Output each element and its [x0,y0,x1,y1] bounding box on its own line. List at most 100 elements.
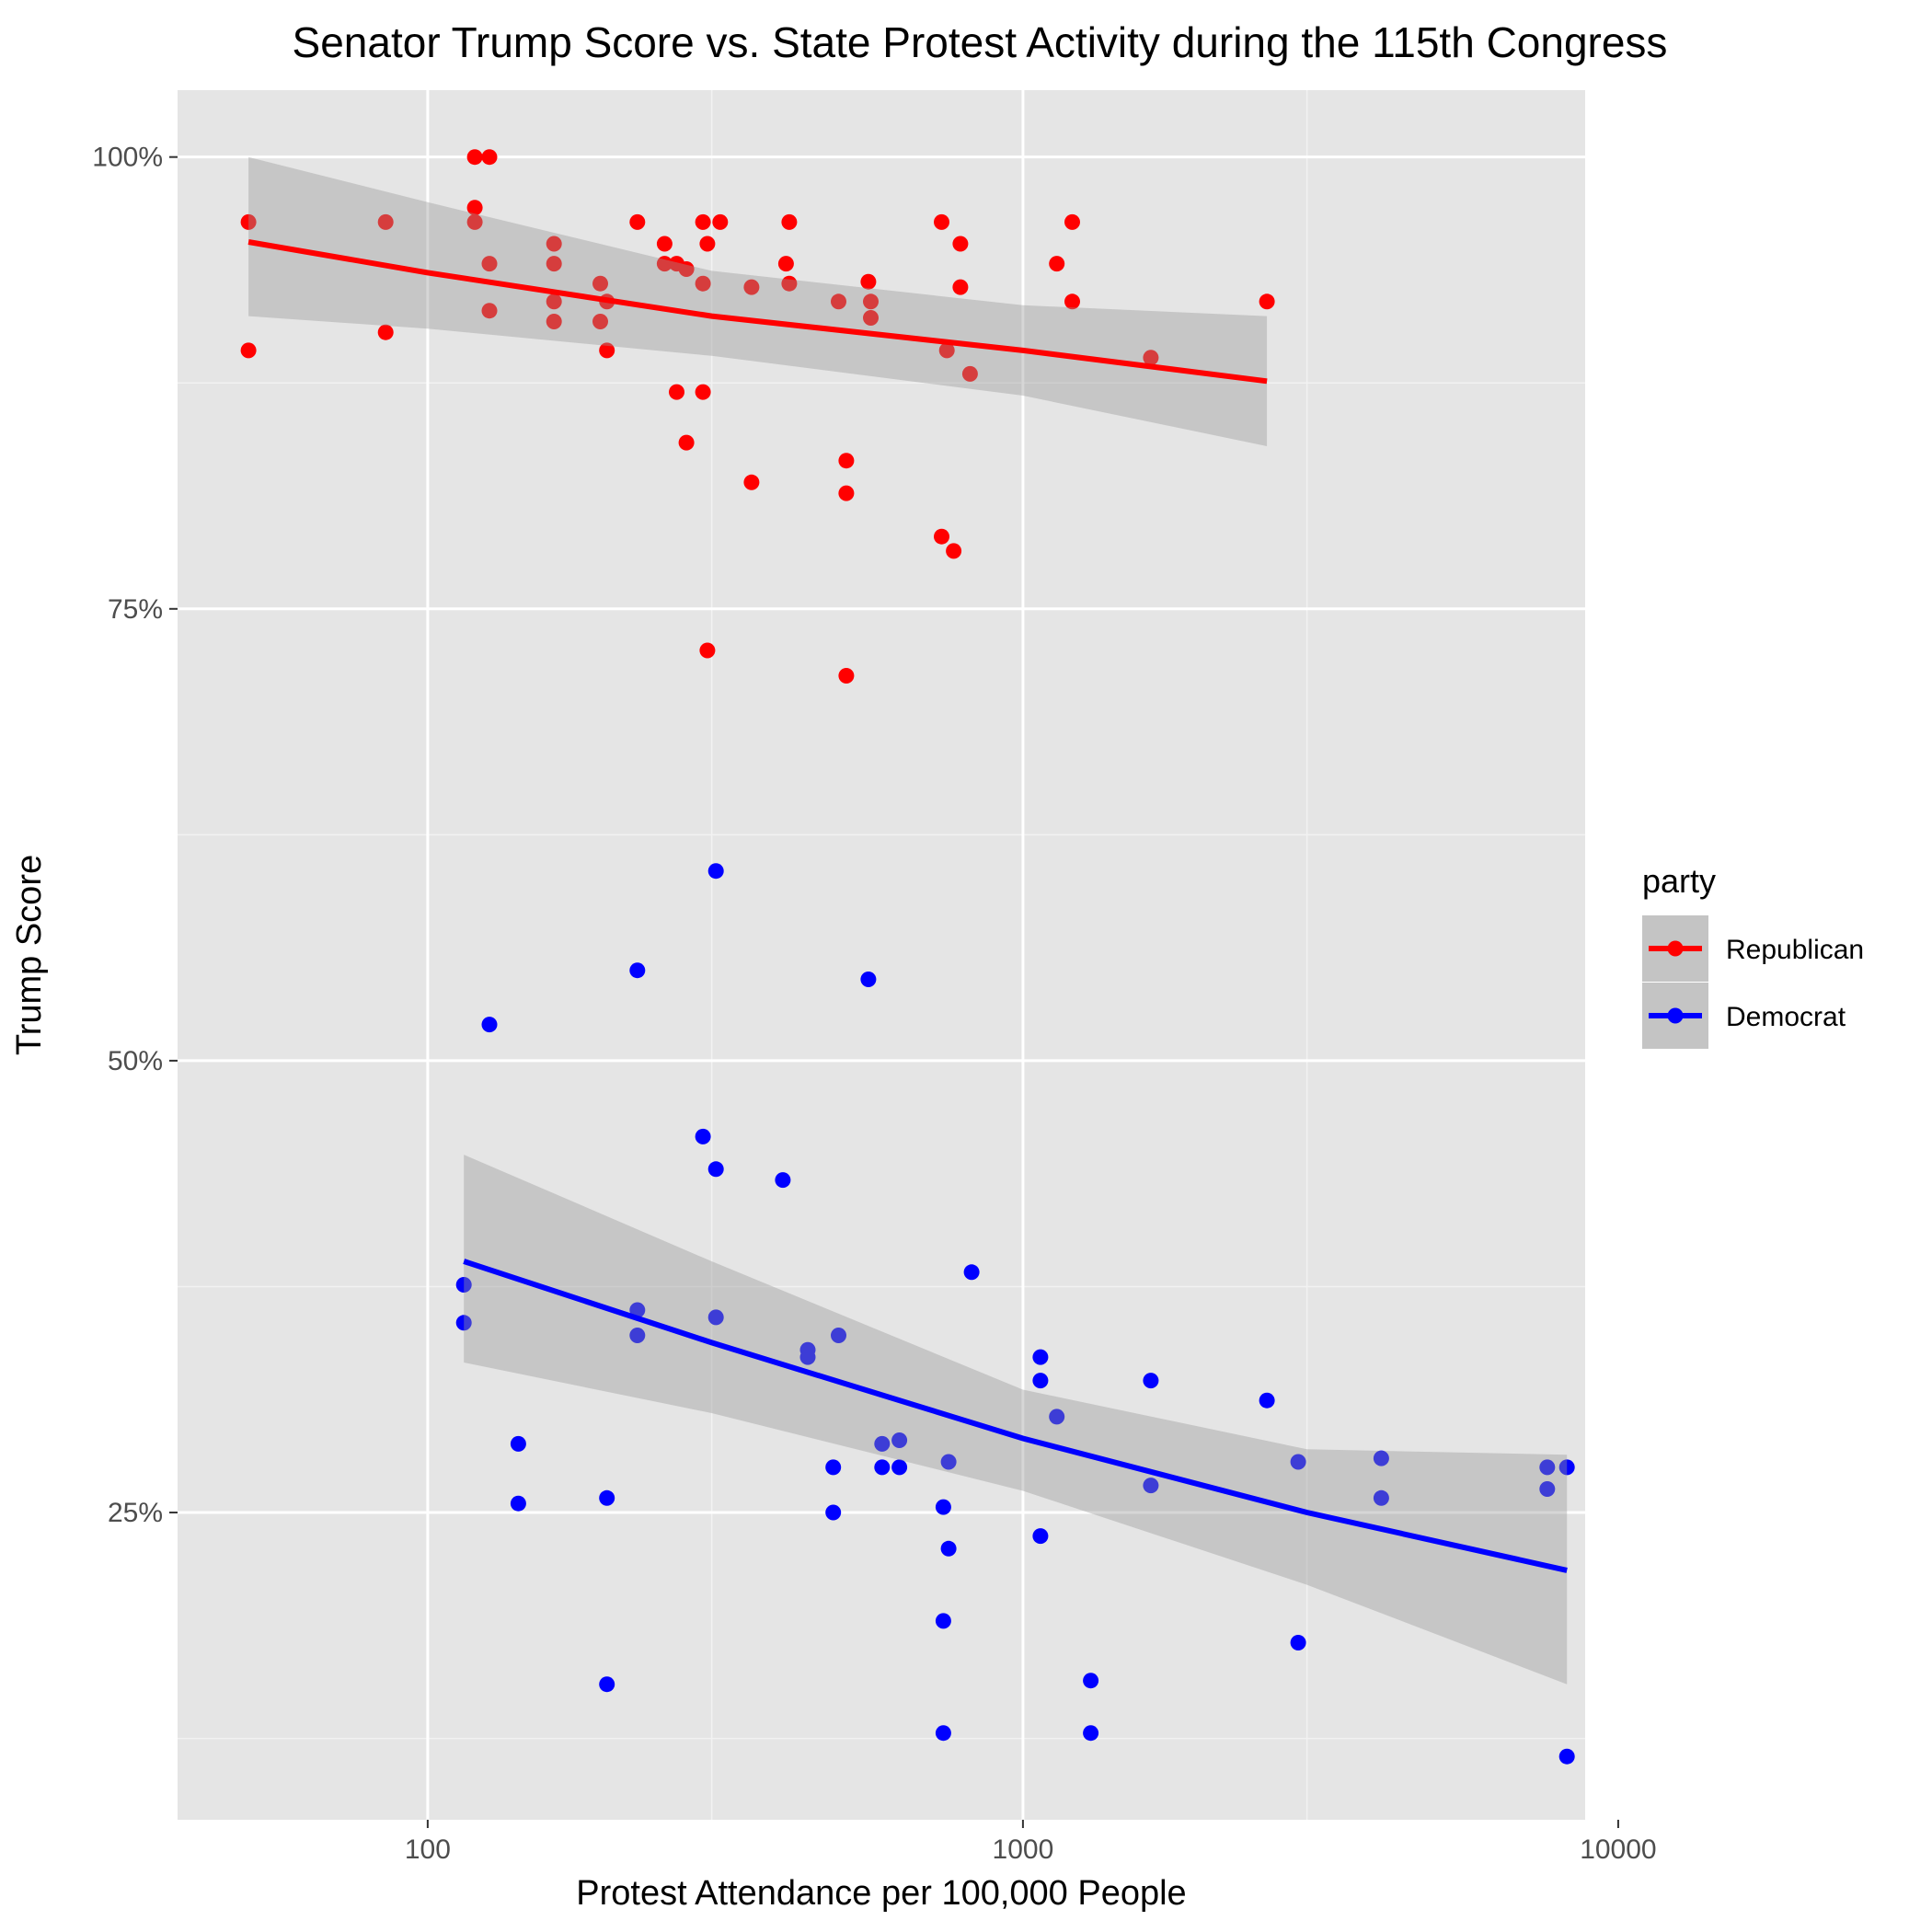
y-tick-label: 25% [108,1498,163,1528]
republican-point [466,213,483,230]
republican-point [481,256,498,272]
republican-point [656,236,673,252]
democrat-point [775,1172,791,1189]
democrat-point [1290,1635,1306,1650]
democrat-point [455,1277,472,1293]
republican-point [831,293,846,310]
democrat-point [1290,1454,1306,1470]
republican-point [669,384,684,400]
republican-point [712,213,729,230]
democrat-point [510,1495,526,1512]
democrat-point [891,1432,908,1448]
democrat-point [935,1613,951,1629]
republican-confidence-band [248,156,1268,446]
republican-point [952,236,969,252]
democrat-point [860,972,877,987]
y-tick-label: 75% [108,594,163,625]
democrat-point [1083,1725,1099,1742]
republican-point [838,453,855,469]
democrat-point [707,863,724,880]
democrat-point [825,1459,842,1476]
republican-point [699,236,716,252]
republican-point [546,236,562,252]
republican-point [592,275,608,292]
republican-point [629,213,646,230]
republican-point [860,273,877,290]
republican-point [1064,293,1080,310]
republican-point [863,310,879,326]
republican-point [934,528,949,545]
republican-point [240,342,257,359]
democrat-point [1539,1481,1556,1497]
democrat-point [1143,1478,1159,1494]
republican-point [952,279,969,295]
democrat-point [799,1349,816,1365]
democrat-point [510,1435,526,1452]
plot-panel [178,90,1585,1820]
chart-title: Senator Trump Score vs. State Protest Ac… [293,18,1668,66]
republican-point [695,213,711,230]
x-axis-ticks: 100 1000 10000 [405,1820,1657,1865]
republican-point [838,485,855,501]
republican-point [546,314,562,329]
democrat-point [935,1499,951,1515]
democrat-point [1558,1459,1575,1476]
republican-point [777,256,794,272]
democrat-point [831,1328,846,1343]
democrat-point [891,1459,908,1476]
republican-point [961,365,978,382]
republican-point [743,474,760,490]
republican-point [863,293,879,310]
republican-point [656,256,673,272]
republican-point [934,213,949,230]
republican-point [946,543,962,559]
democrat-point [1049,1409,1065,1425]
democrat-point [1373,1489,1389,1506]
republican-point [466,200,483,216]
legend: party Republican Democrat [1642,862,1864,1049]
democrat-trend-line [463,1259,1568,1573]
republican-point [699,642,716,659]
democrat-point [1143,1373,1159,1389]
democrat-point [599,1489,615,1506]
republican-point [938,342,955,359]
y-tick-label: 50% [108,1046,163,1076]
republican-point [838,668,855,684]
democrat-point [707,1309,724,1326]
democrat-point [935,1725,951,1742]
republican-point [695,275,711,292]
democrat-point [940,1540,957,1557]
republican-trend-line [247,239,1268,385]
x-tick-label: 10000 [1580,1834,1656,1865]
republican-point [678,261,695,277]
democrat-point [1083,1673,1099,1689]
confidence-bands [248,156,1568,1685]
republican-point [1259,293,1275,310]
republican-point [1049,256,1065,272]
republican-legend-label: Republican [1726,935,1864,965]
democrat-point [629,962,646,979]
democrat-point [1259,1392,1275,1409]
x-axis-title: Protest Attendance per 100,000 People [576,1874,1186,1913]
republican-point [781,275,798,292]
republican-point [481,149,498,166]
republican-point [678,434,695,451]
republican-point [466,149,483,166]
democrat-point [629,1302,646,1318]
x-tick-label: 1000 [993,1834,1054,1865]
democrat-point [707,1161,724,1178]
democrat-point [481,1017,498,1033]
democrat-point [825,1504,842,1521]
democrat-point [1373,1450,1389,1466]
trend-lines [247,239,1568,1573]
democrat-point [1032,1373,1049,1389]
democrat-point [1539,1459,1556,1476]
republican-point [592,314,608,329]
democrat-point [1558,1748,1575,1765]
data-points [240,149,1575,1765]
republican-point [743,279,760,295]
minor-gridlines [178,90,1585,1820]
republican-point [546,293,562,310]
democrat-point [455,1315,472,1331]
